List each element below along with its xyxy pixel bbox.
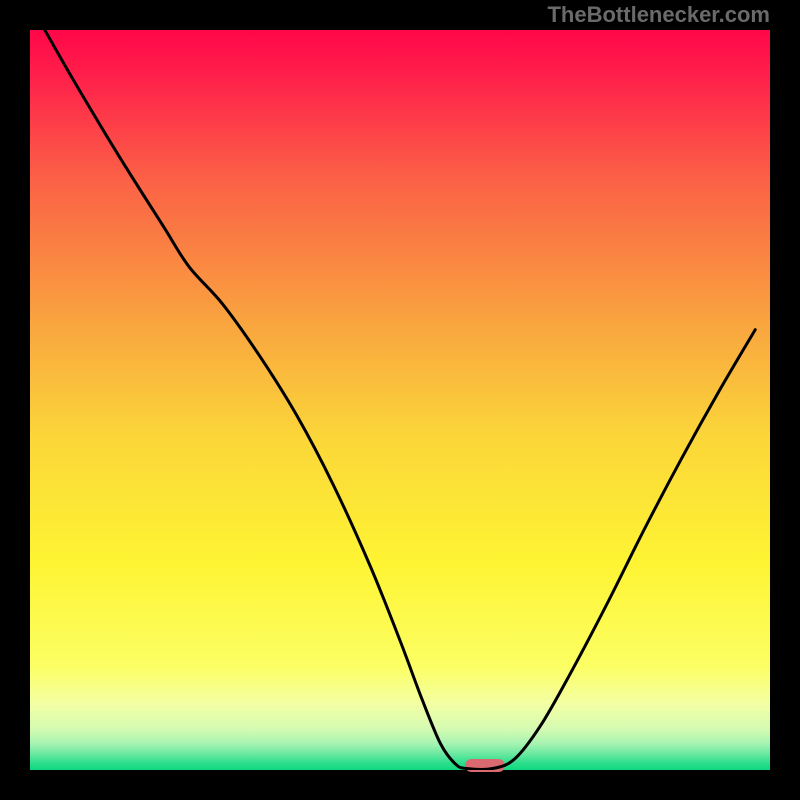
bottleneck-curve xyxy=(30,30,770,770)
chart-container: TheBottlenecker.com xyxy=(0,0,800,800)
watermark-text: TheBottlenecker.com xyxy=(547,2,770,28)
plot-area xyxy=(30,30,770,770)
